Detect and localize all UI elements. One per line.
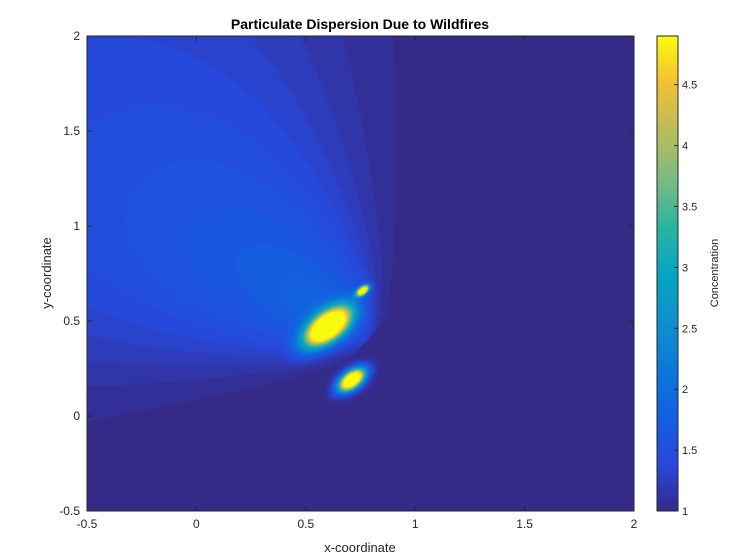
colorbar <box>656 35 679 512</box>
x-axis: -0.5 0 0.5 1 1.5 2 <box>77 36 638 531</box>
colorbar-tick-label: 3.5 <box>682 202 697 214</box>
y-axis-label: y-coordinate <box>39 237 54 309</box>
colorbar-tick-label: 2.5 <box>682 323 697 335</box>
x-tick-label: 2 <box>631 517 638 531</box>
colorbar-tick-label: 2 <box>682 384 688 396</box>
y-tick-label: 1.5 <box>63 124 80 138</box>
x-tick-label: 1 <box>412 517 419 531</box>
y-tick-label: 0.5 <box>63 314 80 328</box>
plot-area <box>87 36 634 511</box>
y-tick-label: 0 <box>73 409 80 423</box>
colorbar-tick-label: 4 <box>682 141 688 153</box>
y-axis: -0.5 0 0.5 1 1.5 2 <box>59 29 634 518</box>
x-axis-label: x-coordinate <box>324 540 396 555</box>
colorbar-tick-label: 1.5 <box>682 445 697 457</box>
y-tick-label: -0.5 <box>59 504 80 518</box>
colorbar-tick-label: 3 <box>682 262 688 274</box>
colorbar-axis: 1 1.5 2 2.5 3 3.5 4 4.5 <box>674 80 697 518</box>
x-tick-label: -0.5 <box>77 517 98 531</box>
x-tick-label: 0 <box>193 517 200 531</box>
heatmap-image <box>87 36 634 511</box>
x-tick-label: 1.5 <box>516 517 533 531</box>
colorbar-label: Concentration <box>709 239 721 308</box>
chart-title: Particulate Dispersion Due to Wildfires <box>231 16 489 32</box>
colorbar-tick-label: 1 <box>682 506 688 518</box>
x-tick-label: 0.5 <box>297 517 314 531</box>
y-tick-label: 2 <box>73 29 80 43</box>
colorbar-tick-label: 4.5 <box>682 80 697 92</box>
y-tick-label: 1 <box>73 219 80 233</box>
plot-frame <box>86 35 635 512</box>
